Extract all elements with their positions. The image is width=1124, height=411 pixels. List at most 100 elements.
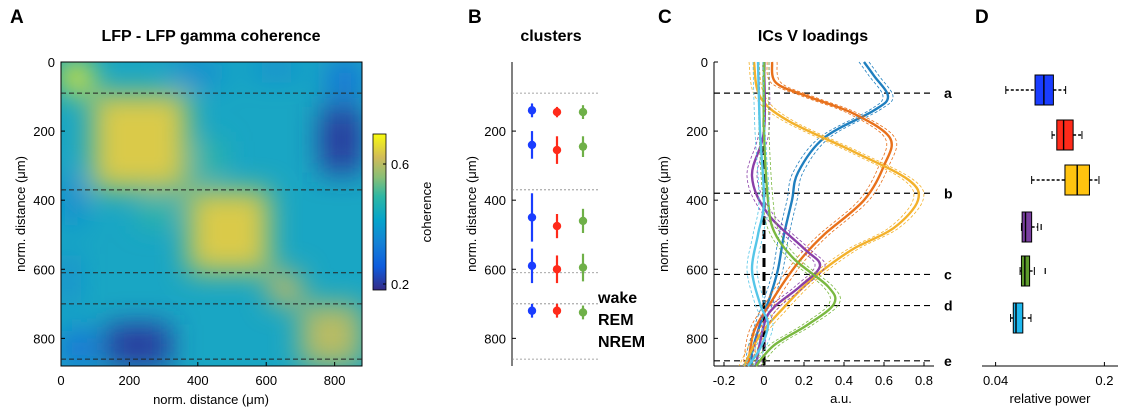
cluster-point — [578, 263, 588, 272]
loading-ci-lower — [746, 61, 884, 367]
clusters-y-tick-label: 800 — [484, 331, 506, 346]
heatmap-block — [173, 62, 222, 83]
loadings-x-tick-label: 0.2 — [795, 373, 813, 388]
colorbar-tick-label: 0.2 — [391, 277, 409, 292]
heatmap-xlabel: norm. distance (μm) — [153, 392, 269, 407]
boundary-label: c — [944, 266, 952, 282]
heatmap-x-tick-label: 200 — [119, 373, 141, 388]
loading-curve — [755, 61, 837, 367]
box-body — [1056, 119, 1074, 151]
heatmap-y-tick-label: 600 — [33, 262, 55, 277]
boundary-label: d — [944, 298, 953, 314]
clusters-ylabel: norm. distance (μm) — [464, 156, 479, 272]
heatmap-block — [327, 62, 362, 97]
loadings-plot: 0 200 400 600 800 -0.2 0 0.2 0.4 0.6 0.8 a b cd e — [686, 55, 952, 388]
cluster-point — [527, 213, 537, 222]
loading-curve — [747, 61, 770, 367]
boxplot: 0.04 0.2 — [982, 74, 1118, 388]
loadings-title: ICs V loadings — [758, 28, 868, 45]
legend-entry: REM — [598, 312, 634, 329]
colorbar — [372, 133, 387, 291]
loadings-y-tick-label: 800 — [686, 331, 708, 346]
colorbar-label: coherence — [419, 182, 434, 243]
loading-ci-upper — [756, 61, 826, 367]
cluster-point — [527, 140, 537, 150]
heatmap-y-tick-label: 400 — [33, 193, 55, 208]
loading-ci-upper — [748, 61, 925, 367]
loadings-ylabel: norm. distance (μm) — [656, 156, 671, 272]
boxplot-x-tick-label: 0.04 — [983, 373, 1008, 388]
panel-letter-d: D — [975, 7, 989, 28]
loading-curve — [750, 61, 822, 367]
loading-ci-lower — [742, 61, 888, 367]
loading-ci-upper — [752, 61, 898, 367]
boundary-label: b — [944, 185, 953, 201]
heatmap-block — [91, 93, 188, 190]
cluster-point — [578, 107, 588, 117]
heatmap-block — [61, 255, 75, 304]
loading-ci-upper — [752, 61, 774, 367]
loading-ci-lower — [742, 61, 764, 367]
cluster-point — [552, 221, 562, 231]
loadings-x-tick-label: 0.6 — [875, 373, 893, 388]
cluster-point — [552, 265, 562, 274]
boxplot-x-tick-label: 0.2 — [1095, 373, 1113, 388]
heatmap-block — [300, 303, 362, 366]
heatmap-axes: 0 200 400 600 800 0 200 400 600 800 — [33, 55, 345, 388]
heatmap-boundaries — [61, 92, 362, 360]
cluster-point — [578, 216, 588, 226]
boundary-label: a — [944, 85, 952, 101]
heatmap — [61, 62, 362, 366]
cluster-point — [578, 308, 588, 317]
panel-letter-a: A — [10, 7, 24, 28]
heatmap-y-tick-label: 200 — [33, 124, 55, 139]
heatmap-block — [139, 200, 174, 225]
box-body — [1021, 211, 1033, 243]
heatmap-y-tick-label: 800 — [33, 331, 55, 346]
heatmap-block — [197, 141, 222, 176]
heatmap-frame — [60, 61, 363, 367]
clusters-plot: 200 400 600 800 — [484, 62, 598, 366]
heatmap-block — [187, 189, 270, 273]
loadings-x-tick-label: 0.8 — [915, 373, 933, 388]
heatmap-x-tick-label: 0 — [57, 373, 64, 388]
loadings-x-tick-label: -0.2 — [713, 373, 735, 388]
box-body — [1012, 302, 1024, 334]
loadings-y-tick-label: 200 — [686, 124, 708, 139]
heatmap-blobs — [61, 62, 362, 366]
colorbar-tick-label: 0.6 — [391, 157, 409, 172]
loading-ci-upper — [756, 61, 894, 367]
loadings-y-tick-label: 0 — [701, 55, 708, 70]
heatmap-x-tick-label: 800 — [324, 373, 346, 388]
clusters-legend: wake REM NREM — [597, 290, 645, 351]
loadings-x-tick-label: 0.4 — [835, 373, 853, 388]
heatmap-x-tick-label: 600 — [255, 373, 277, 388]
loadings-xlabel: a.u. — [830, 391, 852, 406]
cluster-point — [578, 142, 588, 151]
cluster-point — [527, 306, 537, 315]
heatmap-block — [105, 324, 171, 366]
colorbar-ticks: 0.2 0.6 — [383, 157, 409, 292]
loadings-y-tick-label: 600 — [686, 262, 708, 277]
panel-letter-b: B — [468, 7, 482, 28]
loadings-x-tick-label: 0 — [760, 373, 767, 388]
loading-curve — [742, 61, 921, 367]
heatmap-block — [61, 62, 92, 94]
cluster-point — [552, 145, 562, 155]
loading-ci-upper — [760, 61, 841, 367]
cluster-point — [552, 306, 562, 315]
heatmap-title: LFP - LFP gamma coherence — [101, 28, 320, 45]
heatmap-block — [61, 176, 82, 225]
heatmap-y-tick-label: 0 — [48, 55, 55, 70]
loading-ci-lower — [746, 61, 816, 367]
heatmap-x-tick-label: 400 — [187, 373, 209, 388]
heatmap-block — [252, 62, 301, 76]
loading-curve — [750, 61, 890, 367]
legend-entry: wake — [597, 290, 637, 307]
clusters-y-tick-label: 600 — [484, 262, 506, 277]
heatmap-block — [61, 331, 96, 366]
loading-ci-lower — [738, 61, 915, 367]
clusters-y-tick-label: 200 — [484, 124, 506, 139]
clusters-title: clusters — [520, 28, 581, 45]
